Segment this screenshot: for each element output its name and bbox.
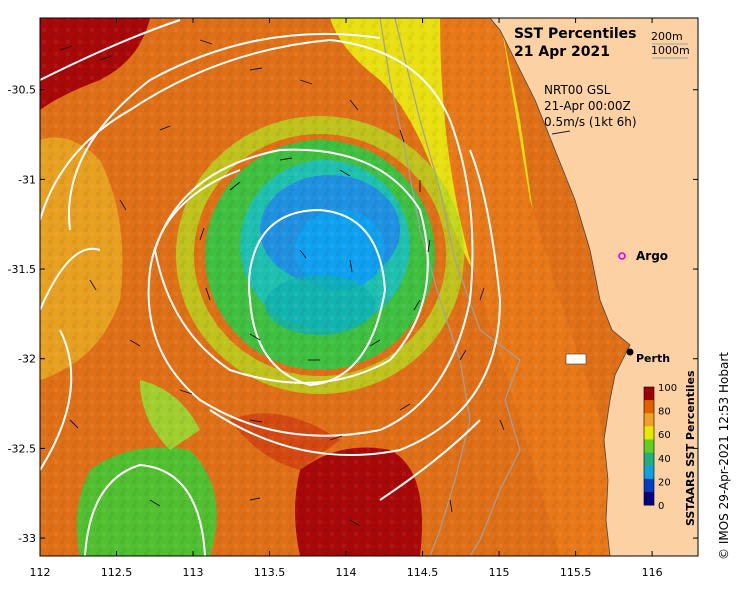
y-tick-label: -33 bbox=[18, 532, 36, 545]
y-tick-label: -32.5 bbox=[8, 442, 36, 455]
y-tick-label: -32 bbox=[18, 353, 36, 366]
colorbar-segment bbox=[644, 465, 654, 480]
depth-legend-label-1000: 1000m bbox=[651, 44, 690, 57]
map-layers bbox=[40, 18, 698, 556]
perth-marker[interactable] bbox=[626, 348, 634, 356]
colorbar-segment bbox=[644, 387, 654, 401]
colorbar-frame bbox=[643, 386, 655, 506]
y-tick-label: -30.5 bbox=[8, 84, 36, 97]
contour-200m bbox=[394, 18, 521, 556]
map-title-line1: SST Percentiles bbox=[514, 26, 637, 42]
colorbar-segment bbox=[644, 478, 654, 493]
perth-label: Perth bbox=[636, 352, 670, 365]
colorbar: 100 80 60 40 20 0 bbox=[643, 383, 677, 512]
copyright-text: © IMOS 29-Apr-2021 12:53 Hobart bbox=[717, 352, 731, 560]
coastline bbox=[489, 18, 631, 556]
colorbar-segment bbox=[644, 452, 654, 467]
contour-1000m bbox=[379, 18, 471, 556]
y-tick-label: -31 bbox=[18, 173, 36, 186]
argo-marker[interactable] bbox=[618, 252, 626, 260]
colorbar-segment bbox=[644, 426, 654, 440]
colorbar-label: SSTAARS SST Percentiles bbox=[684, 370, 697, 526]
x-tick-label: 114 bbox=[336, 566, 357, 579]
scale-arrow bbox=[551, 130, 571, 135]
ssh-contours bbox=[40, 19, 502, 556]
x-tick-label: 112 bbox=[30, 566, 51, 579]
x-tick-label: 113 bbox=[183, 566, 204, 579]
argo-label: Argo bbox=[636, 249, 668, 263]
current-info-line3: 0.5m/s (1kt 6h) bbox=[544, 115, 637, 129]
colorbar-tick-label: 60 bbox=[658, 430, 671, 441]
colorbar-tick-label: 40 bbox=[658, 454, 671, 465]
colorbar-segment bbox=[644, 413, 654, 427]
x-tick-label: 113.5 bbox=[254, 566, 286, 579]
x-axis: 112 112.5 113 113.5 114 114.5 115 115.5 116 bbox=[30, 18, 663, 579]
rottnest-island bbox=[565, 353, 587, 365]
y-tick-label: -31.5 bbox=[8, 263, 36, 276]
colorbar-segment bbox=[644, 400, 654, 414]
y-axis: -30.5 -31 -31.5 -32 -32.5 -33 bbox=[8, 84, 698, 545]
colorbar-tick-label: 20 bbox=[658, 477, 671, 488]
current-info-line1: NRT00 GSL bbox=[544, 83, 611, 97]
current-info-line2: 21-Apr 00:00Z bbox=[544, 99, 631, 113]
depth-legend-label-200: 200m bbox=[651, 30, 683, 43]
x-tick-label: 115 bbox=[489, 566, 510, 579]
x-tick-label: 116 bbox=[642, 566, 663, 579]
colorbar-tick-label: 0 bbox=[658, 501, 664, 512]
colorbar-tick-label: 80 bbox=[658, 407, 671, 418]
x-tick-label: 115.5 bbox=[560, 566, 592, 579]
colorbar-segment bbox=[644, 439, 654, 454]
map-title-line2: 21 Apr 2021 bbox=[514, 44, 610, 60]
plot-frame bbox=[39, 17, 699, 557]
colorbar-tick-label: 100 bbox=[658, 383, 677, 394]
colorbar-segment bbox=[644, 491, 654, 506]
current-vectors bbox=[59, 39, 505, 527]
x-tick-label: 112.5 bbox=[101, 566, 133, 579]
x-tick-label: 114.5 bbox=[407, 566, 439, 579]
